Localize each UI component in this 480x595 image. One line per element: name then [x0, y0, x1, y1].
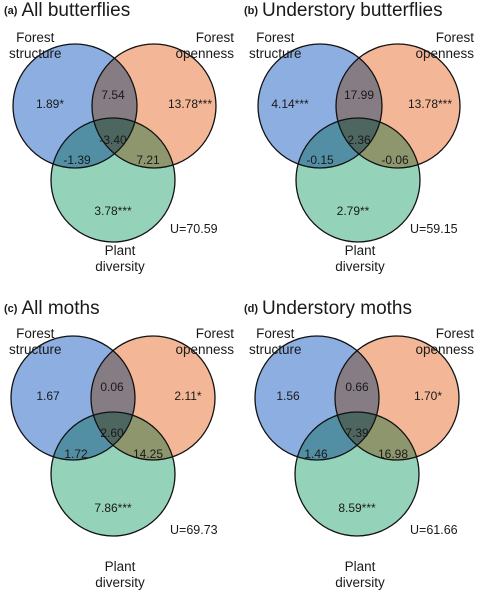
value-structure-only: 1.56	[276, 389, 300, 403]
venn-panel-d: (d) Understory moths Forest structure Fore…	[240, 298, 480, 595]
panel-letter: (c)	[4, 303, 18, 315]
circle-plant-diversity-outline	[294, 411, 420, 537]
value-plant-only: 8.59***	[338, 501, 376, 515]
value-structure-only: 1.89*	[35, 97, 65, 111]
u-value: U=59.15	[410, 222, 458, 236]
u-value: U=69.73	[170, 523, 218, 537]
panel-letter: (a)	[4, 5, 18, 17]
circle-plant-diversity-outline	[50, 411, 176, 537]
circle-forest-openness-outline	[90, 335, 216, 461]
circle-forest-structure-outline	[254, 335, 380, 461]
panel-title-text: All moths	[21, 298, 100, 319]
panel-letter: (d)	[244, 303, 259, 315]
circle-plant-diversity	[51, 118, 175, 242]
value-openness-only: 13.78***	[167, 97, 213, 111]
set-label-forest-openness: Forest openness	[175, 326, 234, 357]
circle-outlines	[10, 335, 216, 537]
value-openness-plant: 14.25	[132, 447, 164, 461]
value-openness-plant: 7.21	[136, 153, 160, 167]
venn-panel-c: (c) All moths Forest structure Forest openn…	[0, 298, 240, 595]
circle-forest-structure-outline	[12, 43, 138, 169]
value-center: 2.60	[100, 426, 124, 440]
panel-letter: (b)	[244, 5, 259, 17]
venn-diagram	[12, 43, 217, 243]
circle-forest-openness-outline	[334, 335, 460, 461]
value-structure-openness: 7.54	[101, 88, 125, 102]
panel-title-text: Understory moths	[262, 298, 412, 319]
venn-diagram	[10, 335, 216, 537]
value-plant-only: 3.78***	[94, 204, 132, 218]
circle-fills	[258, 44, 460, 242]
set-label-forest-structure: Forest structure	[9, 30, 62, 61]
set-label-forest-structure: Forest structure	[9, 326, 62, 357]
circle-forest-structure-outline	[10, 335, 136, 461]
value-plant-only: 2.79**	[336, 204, 370, 218]
value-structure-openness: 17.99	[343, 88, 375, 102]
circle-plant-diversity-outline	[295, 117, 421, 243]
circle-forest-openness-outline	[91, 43, 217, 169]
set-label-forest-openness: Forest openness	[415, 326, 474, 357]
value-center: -3.40	[99, 133, 127, 147]
circle-forest-structure-outline	[257, 43, 383, 169]
circle-fills	[13, 44, 216, 242]
u-value: U=70.59	[170, 222, 218, 236]
panel-title: (c) All moths	[4, 298, 100, 320]
value-center: 2.36	[347, 133, 371, 147]
venn-diagram	[254, 335, 460, 537]
value-structure-plant: 1.72	[64, 447, 88, 461]
value-center: 7.39	[345, 426, 369, 440]
circle-forest-openness-outline	[335, 43, 461, 169]
set-label-forest-openness: Forest openness	[175, 30, 234, 61]
circle-fills	[255, 336, 459, 536]
value-structure-openness: 0.06	[100, 380, 124, 394]
value-structure-only: 4.14***	[271, 97, 309, 111]
panel-title: (a) All butterflies	[4, 0, 130, 22]
venn-diagram	[257, 43, 461, 243]
value-openness-plant: 16.98	[377, 447, 409, 461]
panel-title-text: Understory butterflies	[262, 0, 443, 21]
circle-outlines	[12, 43, 217, 243]
panel-title: (d) Understory moths	[244, 298, 412, 320]
circle-plant-diversity	[51, 412, 175, 536]
circle-plant-diversity	[296, 118, 420, 242]
circle-plant-diversity	[295, 412, 419, 536]
set-label-plant-diversity: Plant diversity	[335, 559, 385, 590]
value-structure-openness: 0.66	[345, 380, 369, 394]
set-label-plant-diversity: Plant diversity	[95, 559, 145, 590]
venn-panel-b: (b) Understory butterflies Forest structur…	[240, 0, 480, 297]
value-plant-only: 7.86***	[94, 501, 132, 515]
set-label-forest-structure: Forest structure	[249, 30, 302, 61]
circle-outlines	[254, 335, 460, 537]
panel-title-text: All butterflies	[21, 0, 131, 21]
value-structure-plant: -0.15	[306, 153, 334, 167]
circle-outlines	[257, 43, 461, 243]
value-structure-plant: -1.39	[63, 153, 91, 167]
circle-plant-diversity-outline	[50, 117, 176, 243]
set-label-plant-diversity: Plant diversity	[335, 243, 385, 274]
value-openness-only: 13.78***	[407, 97, 453, 111]
value-structure-only: 1.67	[36, 389, 60, 403]
value-openness-plant: -0.06	[381, 153, 409, 167]
venn-panel-a: (a) All butterflies Forest structure Fores…	[0, 0, 240, 297]
value-openness-only: 1.70*	[413, 389, 443, 403]
set-label-forest-structure: Forest structure	[249, 326, 302, 357]
panel-title: (b) Understory butterflies	[244, 0, 443, 22]
set-label-plant-diversity: Plant diversity	[95, 243, 145, 274]
value-structure-plant: 1.46	[304, 447, 328, 461]
value-openness-only: 2.11*	[174, 389, 202, 403]
u-value: U=61.66	[410, 523, 458, 537]
circle-fills	[11, 336, 215, 536]
set-label-forest-openness: Forest openness	[415, 30, 474, 61]
